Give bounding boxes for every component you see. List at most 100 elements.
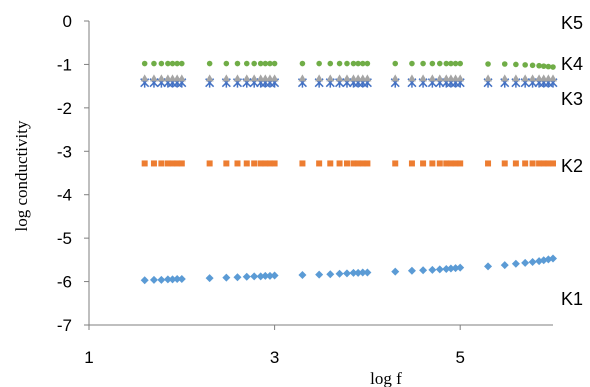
series-label-k4: K4 (561, 54, 583, 74)
data-point (250, 272, 259, 281)
data-point (501, 61, 508, 67)
data-point (251, 60, 257, 67)
data-point (391, 267, 400, 276)
data-point (157, 275, 166, 284)
data-point (271, 60, 278, 67)
data-point (298, 271, 307, 280)
data-point (271, 160, 278, 167)
data-point (435, 74, 444, 82)
data-point (359, 60, 366, 67)
data-point (265, 271, 274, 280)
data-point (448, 60, 454, 67)
data-point (409, 60, 415, 67)
data-point (327, 60, 334, 67)
data-point (223, 60, 230, 67)
data-point (174, 160, 181, 167)
data-point (298, 74, 307, 82)
data-point (501, 160, 508, 167)
data-point (150, 160, 157, 167)
data-point (177, 274, 186, 283)
data-point (521, 74, 530, 82)
data-point (392, 160, 399, 167)
data-point (451, 264, 460, 273)
data-point (436, 60, 443, 67)
data-point (429, 160, 436, 167)
data-point (267, 60, 273, 67)
data-point (140, 276, 149, 285)
data-point (151, 60, 157, 67)
data-point (540, 160, 547, 167)
data-point (419, 266, 428, 275)
data-point (179, 60, 185, 67)
data-point (168, 275, 177, 284)
data-point (233, 74, 242, 82)
data-point (428, 74, 437, 82)
data-point (243, 60, 250, 67)
data-point (261, 271, 270, 280)
data-point (485, 160, 492, 167)
data-point (354, 268, 363, 277)
data-point (233, 273, 242, 282)
data-point (206, 60, 213, 67)
data-point (163, 275, 172, 284)
data-point (335, 74, 344, 82)
data-point (456, 263, 465, 272)
data-point (536, 160, 543, 167)
data-point (436, 160, 443, 167)
data-point (529, 62, 536, 69)
data-point (407, 266, 416, 275)
data-point (408, 160, 415, 167)
data-point (149, 74, 158, 82)
data-point (149, 275, 158, 284)
data-point (256, 272, 265, 281)
data-point (206, 160, 213, 167)
data-point (428, 265, 437, 274)
data-point (363, 268, 372, 277)
data-point (528, 74, 537, 82)
series-k2 (141, 160, 556, 167)
data-point (457, 60, 464, 67)
data-point (528, 258, 537, 267)
data-point (169, 160, 176, 167)
data-point (158, 160, 165, 167)
data-point (391, 74, 400, 82)
data-point (177, 74, 186, 82)
series-label-k2: K2 (561, 156, 583, 176)
data-point (335, 269, 344, 278)
data-point (266, 160, 273, 167)
data-point (513, 61, 519, 68)
y-tick-label: -1 (57, 55, 72, 74)
data-point (343, 160, 350, 167)
data-point (270, 271, 279, 280)
data-point (355, 60, 361, 67)
data-point (342, 74, 351, 82)
data-point (545, 63, 552, 70)
data-point (485, 61, 491, 67)
data-point (251, 160, 258, 167)
data-point (429, 60, 436, 67)
data-point (419, 74, 428, 82)
data-point (500, 74, 509, 82)
data-point (178, 160, 185, 167)
data-point (344, 60, 350, 67)
data-point (205, 274, 214, 283)
data-point (529, 160, 536, 167)
x-tick-label: 5 (455, 348, 464, 367)
data-point (141, 60, 148, 67)
data-point (157, 74, 166, 82)
data-point (299, 160, 306, 167)
data-point (511, 259, 520, 268)
x-tick-label: 1 (84, 348, 93, 367)
data-point (222, 273, 231, 282)
data-point (392, 60, 399, 67)
data-point (512, 160, 519, 167)
data-point (350, 160, 357, 167)
data-point (549, 254, 557, 263)
data-point (536, 62, 542, 69)
data-point (326, 270, 335, 279)
y-tick-label: -5 (57, 229, 72, 248)
y-tick-label: -7 (57, 316, 72, 335)
data-point (257, 160, 264, 167)
data-point (205, 74, 214, 82)
data-point (223, 160, 230, 167)
